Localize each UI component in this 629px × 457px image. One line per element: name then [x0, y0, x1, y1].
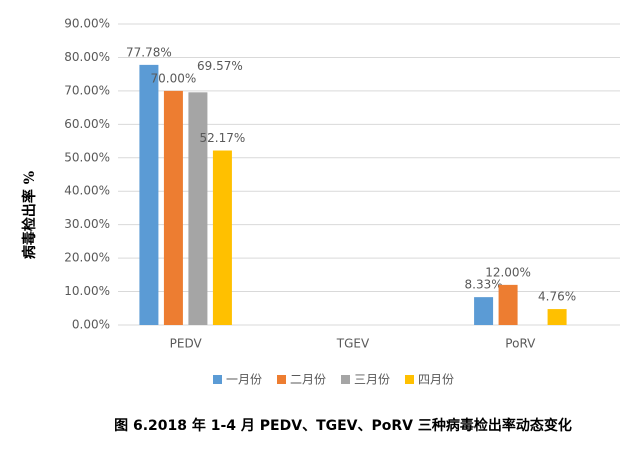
x-tick-label: TGEV: [336, 337, 370, 351]
legend-swatch: [341, 375, 350, 384]
data-label: 12.00%: [485, 265, 531, 279]
bar: [139, 64, 159, 325]
y-tick-label: 10.00%: [64, 284, 110, 298]
bar: [547, 309, 567, 325]
data-label: 52.17%: [200, 131, 246, 145]
bar: [163, 90, 183, 325]
y-tick-label: 90.00%: [64, 17, 110, 31]
legend-label: 三月份: [354, 373, 390, 387]
y-tick-label: 20.00%: [64, 251, 110, 265]
y-tick-label: 60.00%: [64, 117, 110, 131]
data-label: 8.33%: [465, 278, 503, 292]
bar: [498, 284, 518, 325]
legend-swatch: [277, 375, 286, 384]
legend-label: 四月份: [418, 373, 454, 387]
legend-label: 一月份: [226, 373, 262, 387]
data-label: 77.78%: [126, 45, 172, 59]
bar: [188, 92, 208, 326]
x-tick-label: PoRV: [505, 337, 536, 351]
y-tick-label: 50.00%: [64, 150, 110, 164]
data-label: 70.00%: [151, 71, 197, 85]
y-tick-label: 0.00%: [72, 318, 110, 332]
bar: [474, 297, 494, 325]
caption: 图 6.2018 年 1-4 月 PEDV、TGEV、PoRV 三种病毒检出率动…: [114, 417, 572, 434]
legend-swatch: [213, 375, 222, 384]
bar: [212, 150, 232, 325]
data-label: 69.57%: [197, 59, 243, 73]
y-tick-label: 70.00%: [64, 83, 110, 97]
legend-swatch: [405, 375, 414, 384]
y-tick-label: 40.00%: [64, 184, 110, 198]
legend-label: 二月份: [290, 373, 326, 387]
data-label: 4.76%: [538, 290, 576, 304]
y-tick-label: 80.00%: [64, 50, 110, 64]
y-axis-label: 病毒检出率 %: [21, 171, 38, 259]
x-tick-label: PEDV: [170, 337, 203, 351]
y-tick-label: 30.00%: [64, 217, 110, 231]
